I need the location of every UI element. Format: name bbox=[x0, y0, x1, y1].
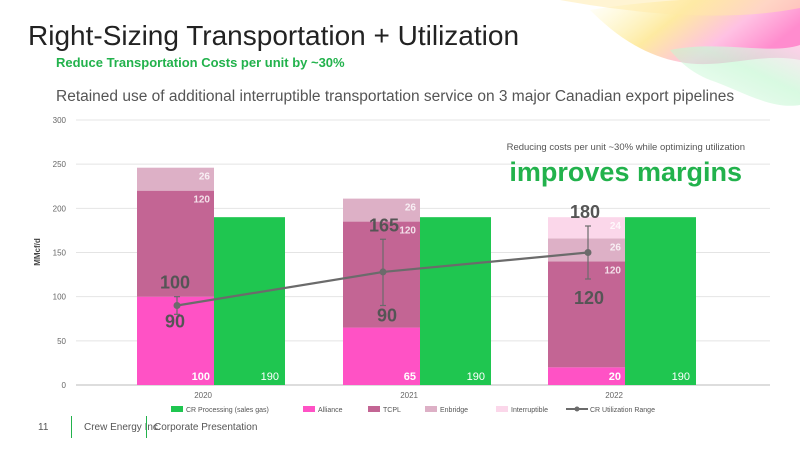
processing-value-label: 190 bbox=[672, 371, 690, 383]
bar-tcpl-2020 bbox=[137, 190, 214, 297]
bar-processing-2020 bbox=[214, 217, 285, 385]
footer: 11 Crew Energy Inc. Corporate Presentati… bbox=[0, 414, 800, 450]
footer-presentation: Corporate Presentation bbox=[154, 422, 258, 433]
legend-label: Interruptible bbox=[511, 407, 548, 414]
legend-label: CR Processing (sales gas) bbox=[186, 407, 269, 414]
legend-marker bbox=[574, 406, 580, 412]
utilization-low-label: 90 bbox=[377, 306, 397, 326]
utilization-high-label: 180 bbox=[570, 202, 600, 222]
utilization-point bbox=[379, 268, 387, 276]
y-axis-ticks: 0 50 100 150 200 250 300 bbox=[53, 116, 67, 390]
bars bbox=[137, 167, 696, 385]
y-axis-label: MMcf/d bbox=[33, 238, 42, 266]
x-tick-label: 2020 bbox=[194, 391, 212, 400]
x-tick-label: 2021 bbox=[400, 391, 418, 400]
x-tick-label: 2022 bbox=[605, 391, 623, 400]
footer-company: Crew Energy Inc. bbox=[84, 422, 161, 433]
segment-value-label: 24 bbox=[610, 221, 622, 232]
bar-tcpl-2022 bbox=[548, 261, 625, 368]
y-tick-label: 50 bbox=[57, 337, 66, 346]
bar-alliance-2021 bbox=[343, 327, 420, 385]
legend: CR Processing (sales gas) Alliance TCPL Enb… bbox=[171, 406, 655, 414]
processing-value-label: 190 bbox=[467, 371, 485, 383]
callout-small: Reducing costs per unit ~30% while optim… bbox=[507, 142, 745, 153]
y-tick-label: 0 bbox=[62, 381, 67, 390]
y-tick-label: 300 bbox=[53, 116, 67, 125]
segment-value-label: 26 bbox=[405, 203, 417, 214]
legend-swatch bbox=[303, 406, 315, 412]
y-tick-label: 100 bbox=[53, 293, 67, 302]
segment-value-label: 65 bbox=[404, 371, 416, 383]
legend-swatch bbox=[425, 406, 437, 412]
slide-description: Retained use of additional interruptible… bbox=[56, 88, 735, 105]
bar-enbridge-2020 bbox=[137, 167, 214, 191]
legend-label: Enbridge bbox=[440, 407, 468, 414]
y-tick-label: 150 bbox=[53, 249, 67, 258]
slide-subtitle: Reduce Transportation Costs per unit by … bbox=[56, 55, 345, 70]
segment-value-label: 120 bbox=[399, 226, 416, 237]
bar-alliance-2020 bbox=[137, 296, 214, 385]
legend-swatch bbox=[171, 406, 183, 412]
bar-alliance-2022 bbox=[548, 367, 625, 385]
utilization-high-label: 100 bbox=[160, 273, 190, 293]
utilization-low-label: 90 bbox=[165, 312, 185, 332]
callout-large: improves margins bbox=[509, 157, 742, 187]
legend-swatch bbox=[496, 406, 508, 412]
bar-processing-2021 bbox=[420, 217, 491, 385]
x-axis-ticks: 2020 2021 2022 bbox=[194, 391, 623, 400]
slide-title: Right-Sizing Transportation + Utilizatio… bbox=[28, 20, 520, 51]
bar-processing-2022 bbox=[625, 217, 696, 385]
utilization-low-label: 120 bbox=[574, 288, 604, 308]
corner-decoration bbox=[560, 0, 800, 106]
footer-divider bbox=[146, 416, 147, 438]
segment-value-label: 26 bbox=[199, 172, 211, 183]
processing-value-label: 190 bbox=[261, 371, 279, 383]
segment-labels: 190 190 190 100 120 26 65 120 26 20 120 26 24 bbox=[192, 172, 690, 383]
stacked-bar-chart: 0 50 100 150 200 250 300 MMcf/d 190 190 190 100 12… bbox=[33, 116, 770, 414]
legend-swatch bbox=[368, 406, 380, 412]
segment-value-label: 20 bbox=[609, 371, 621, 383]
page-number: 11 bbox=[38, 422, 49, 433]
segment-value-label: 120 bbox=[604, 265, 621, 276]
footer-divider bbox=[71, 416, 72, 438]
segment-value-label: 26 bbox=[610, 242, 622, 253]
utilization-point bbox=[173, 302, 181, 309]
bar-interruptible-2022 bbox=[548, 217, 625, 239]
y-tick-label: 200 bbox=[53, 204, 67, 213]
legend-label: TCPL bbox=[383, 407, 401, 414]
bar-enbridge-2021 bbox=[343, 198, 420, 222]
segment-value-label: 100 bbox=[192, 371, 210, 383]
segment-value-label: 120 bbox=[193, 195, 210, 206]
utilization-high-label: 165 bbox=[369, 215, 399, 235]
legend-label: Alliance bbox=[318, 407, 343, 414]
utilization-range: 100 90 165 90 180 120 bbox=[160, 202, 604, 332]
y-tick-label: 250 bbox=[53, 160, 67, 169]
utilization-point bbox=[584, 249, 592, 256]
legend-label: CR Utilization Range bbox=[590, 407, 655, 414]
